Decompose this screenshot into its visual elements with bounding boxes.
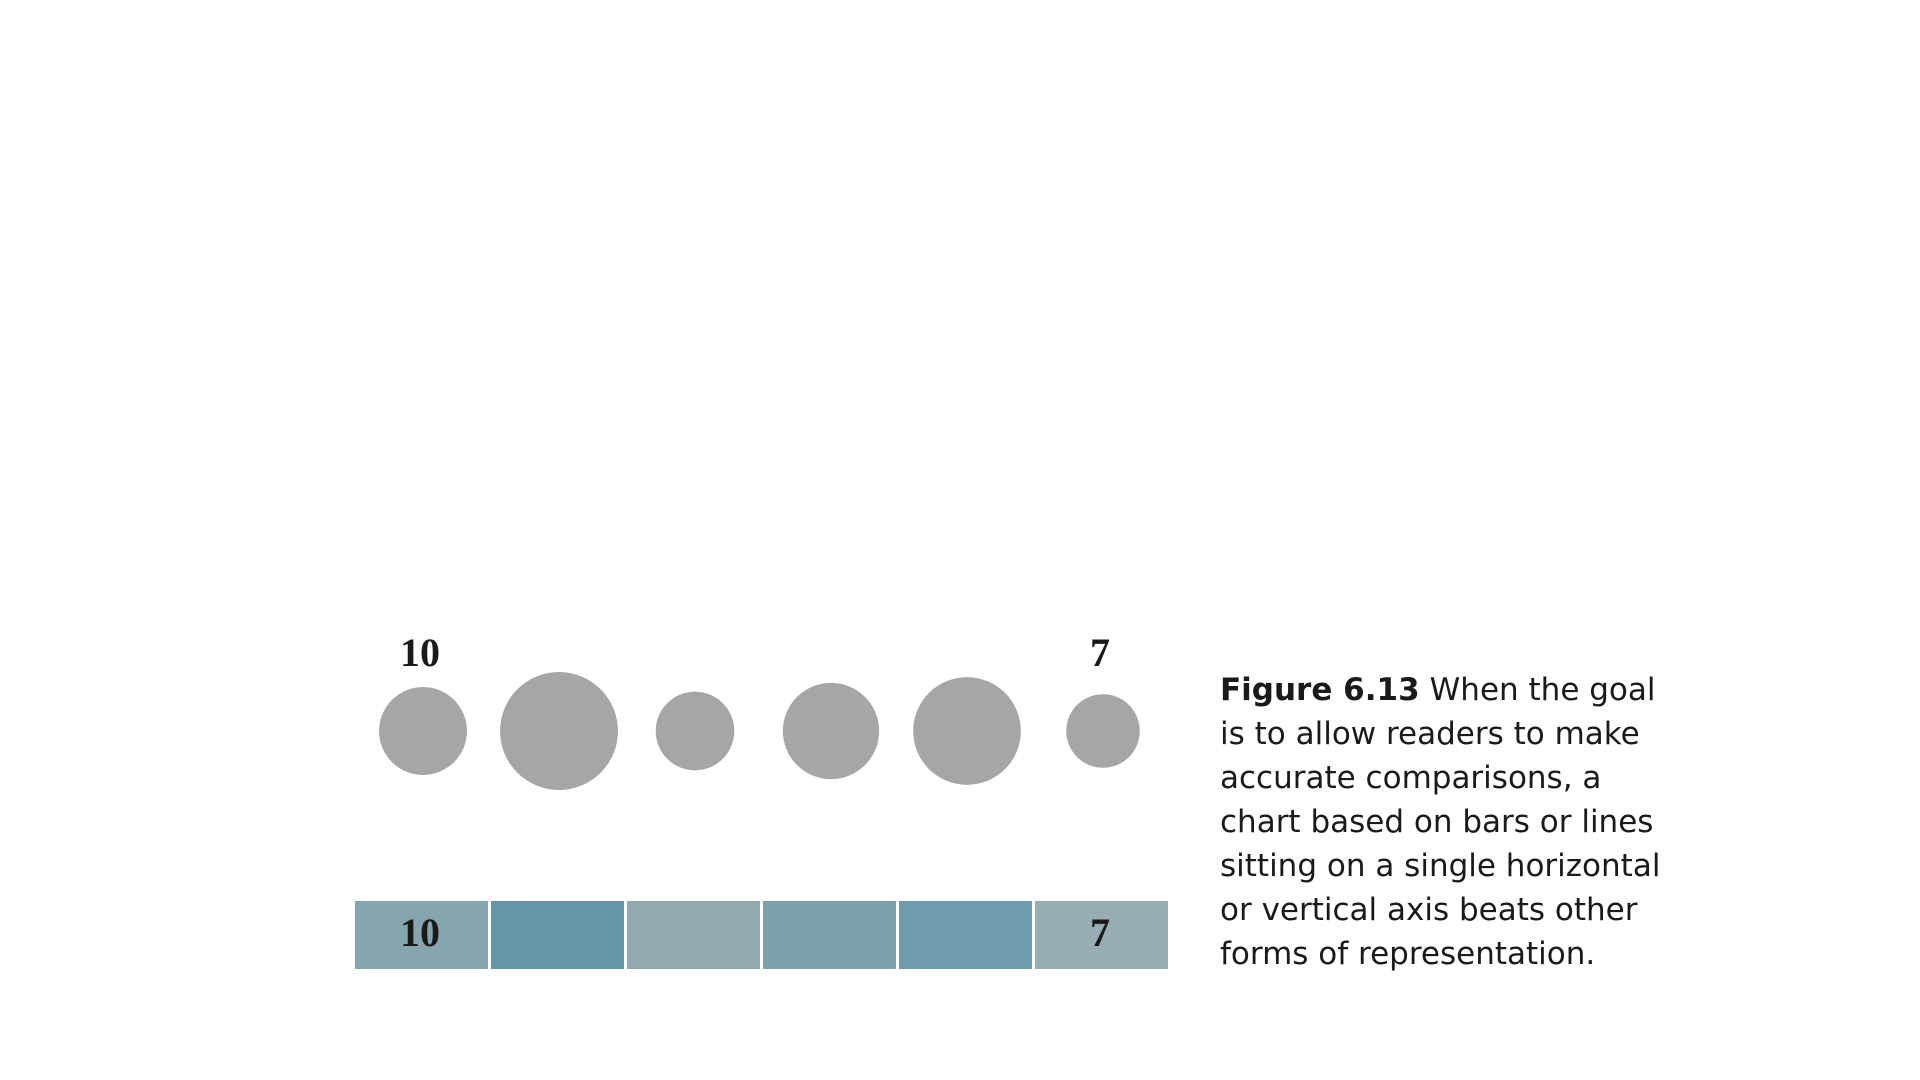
bubble	[913, 677, 1021, 785]
cell-label: 10	[400, 910, 440, 955]
bubble-label: 10	[400, 630, 440, 675]
bubble	[655, 691, 735, 771]
caption-label: Figure 6.13	[1220, 672, 1420, 708]
caption-text: When the goal is to allow readers to mak…	[1220, 672, 1661, 972]
heat-cell	[1035, 901, 1168, 969]
heat-cell	[355, 901, 488, 969]
heat-cell	[899, 901, 1032, 969]
bubble-label: 7	[1090, 630, 1110, 675]
bubble	[1066, 694, 1140, 768]
heat-cell	[491, 901, 624, 969]
heat-cell	[763, 901, 896, 969]
cell-label: 7	[1090, 910, 1110, 955]
bubble	[379, 687, 467, 775]
caption: Figure 6.13 When the goal is to allow rea…	[1220, 668, 1690, 976]
heat-cell	[627, 901, 760, 969]
bubble	[782, 682, 880, 780]
bubble	[500, 672, 618, 790]
